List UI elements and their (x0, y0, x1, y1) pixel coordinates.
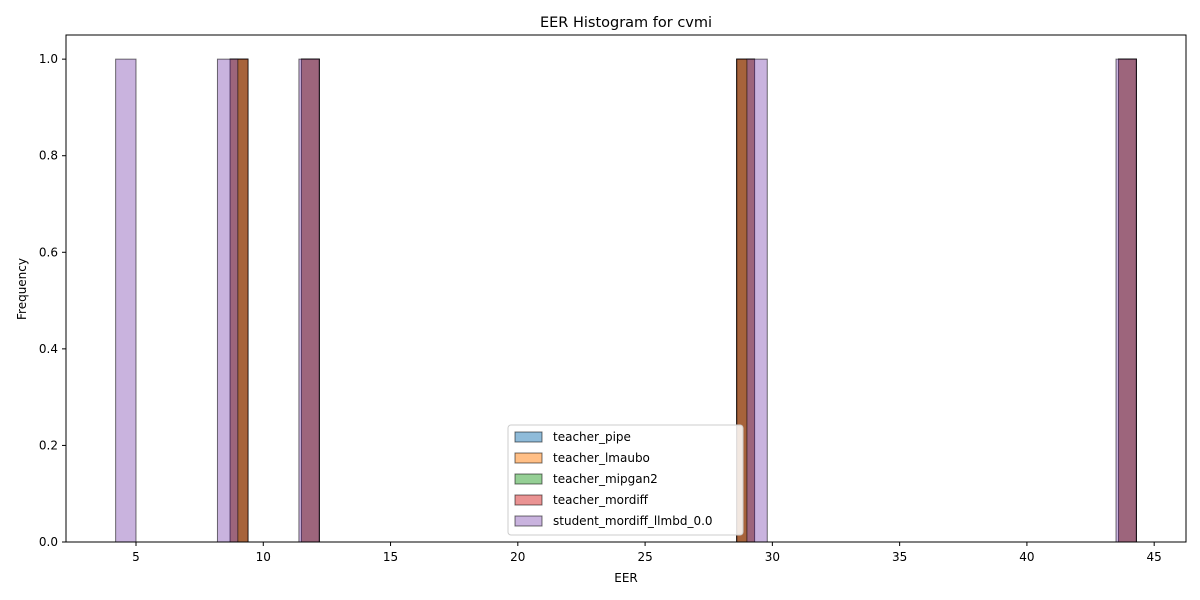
legend-label-teacher_lmaubo: teacher_lmaubo (553, 451, 650, 465)
bar-student_mordiff_llmbd_0.0-4 (1115, 58, 1137, 543)
y-tick-label: 0.2 (39, 438, 58, 452)
axes: 5 10 15 20 25 30 35 40 45 0.0 0.2 0.4 0.6 0.8 1.0 (39, 34, 1187, 564)
x-tick-label: 40 (1019, 550, 1034, 564)
histogram-bars (115, 58, 1137, 543)
bar-student_mordiff_llmbd_0.0-1 (216, 58, 239, 543)
y-tick-label: 0.8 (39, 149, 58, 163)
x-tick-label: 45 (1147, 550, 1162, 564)
x-tick-label: 15 (383, 550, 398, 564)
x-axis-label: EER (614, 571, 638, 585)
x-tick-label: 35 (892, 550, 907, 564)
x-tick-label: 10 (256, 550, 271, 564)
y-tick-label: 0.6 (39, 245, 58, 259)
legend-label-teacher_pipe: teacher_pipe (553, 430, 631, 444)
y-axis-label: Frequency (15, 258, 29, 320)
y-tick-label: 1.0 (39, 52, 58, 66)
legend-swatch-teacher_mordiff (514, 494, 543, 506)
legend: teacher_pipe teacher_lmaubo teacher_mipgan… (507, 424, 744, 536)
legend-label-student_mordiff_llmbd_0.0: student_mordiff_llmbd_0.0 (553, 514, 713, 528)
x-tick-label: 5 (132, 550, 140, 564)
legend-swatch-teacher_mipgan2 (514, 473, 543, 485)
legend-label-teacher_mipgan2: teacher_mipgan2 (553, 472, 658, 486)
legend-box (507, 424, 744, 536)
bar-student_mordiff_llmbd_0.0-3 (746, 58, 768, 543)
legend-swatch-teacher_pipe (514, 431, 543, 443)
legend-swatch-teacher_lmaubo (514, 452, 543, 464)
legend-swatch-student_mordiff_llmbd_0.0 (514, 515, 543, 527)
x-tick-label: 20 (510, 550, 525, 564)
chart-title: EER Histogram for cvmi (540, 15, 712, 31)
y-tick-label: 0.4 (39, 342, 58, 356)
x-tick-label: 30 (765, 550, 780, 564)
x-tick-label: 25 (637, 550, 652, 564)
plot-frame (65, 34, 1187, 543)
bar-student_mordiff_llmbd_0.0-0 (115, 58, 137, 543)
bar-student_mordiff_llmbd_0.0-2 (298, 58, 320, 543)
legend-label-teacher_mordiff: teacher_mordiff (553, 493, 649, 507)
y-tick-label: 0.0 (39, 535, 58, 549)
